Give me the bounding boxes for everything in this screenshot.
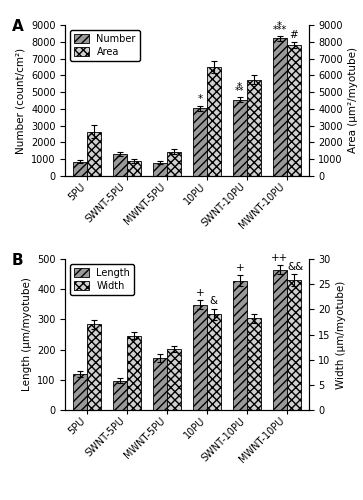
Text: *: * [277, 21, 282, 31]
Text: *: * [237, 82, 242, 92]
Bar [287, 45, 301, 176]
Bar [167, 348, 181, 410]
Bar [233, 281, 247, 410]
Text: #: # [289, 30, 298, 40]
Bar [247, 80, 261, 176]
Bar [167, 152, 181, 176]
Text: A: A [12, 19, 24, 34]
Bar [127, 336, 141, 410]
Bar [273, 38, 287, 176]
Bar [127, 161, 141, 176]
Text: *: * [197, 94, 203, 104]
Y-axis label: Area (μm²/myotube): Area (μm²/myotube) [348, 48, 358, 154]
Bar [287, 280, 301, 410]
Bar [247, 318, 261, 410]
Y-axis label: Width (μm/myotube): Width (μm/myotube) [337, 280, 346, 388]
Text: ***: *** [273, 25, 287, 35]
Bar [73, 374, 87, 410]
Bar [73, 162, 87, 176]
Legend: Number, Area: Number, Area [70, 30, 140, 60]
Bar [153, 162, 167, 176]
Bar [193, 305, 207, 410]
Bar [207, 314, 221, 410]
Bar [273, 270, 287, 410]
Text: +: + [196, 288, 204, 298]
Bar [193, 108, 207, 176]
Y-axis label: Number (count/cm²): Number (count/cm²) [16, 48, 25, 154]
Text: ++: ++ [271, 252, 288, 262]
Bar [113, 154, 127, 176]
Bar [207, 67, 221, 176]
Legend: Length, Width: Length, Width [70, 264, 134, 294]
Text: B: B [12, 253, 24, 268]
Bar [153, 358, 167, 410]
Bar [87, 324, 101, 410]
Bar [113, 380, 127, 410]
Bar [87, 132, 101, 176]
Y-axis label: Length (μm/myotube): Length (μm/myotube) [21, 278, 32, 392]
Bar [233, 100, 247, 176]
Text: &: & [210, 296, 218, 306]
Text: &&: && [287, 262, 304, 272]
Text: **: ** [235, 86, 245, 96]
Text: +: + [236, 263, 244, 273]
